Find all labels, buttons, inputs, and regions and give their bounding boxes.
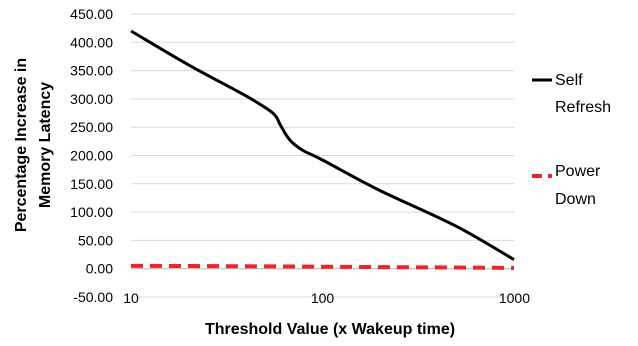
y-tick-label: 300.00 xyxy=(70,91,113,107)
y-tick-label: 50.00 xyxy=(78,232,113,248)
y-tick-label: 150.00 xyxy=(70,176,113,192)
y-tick-label: 100.00 xyxy=(70,204,113,220)
y-tick-label: 350.00 xyxy=(70,63,113,79)
y-tick-label: 250.00 xyxy=(70,119,113,135)
y-tick-label: 450.00 xyxy=(70,6,113,22)
gridlines xyxy=(131,13,514,298)
y-tick-label: 200.00 xyxy=(70,148,113,164)
y-tick-label: 400.00 xyxy=(70,34,113,50)
x-tick-label: 10 xyxy=(123,290,139,306)
series-line-self-refresh xyxy=(130,29,515,261)
y-tick-label: -50.00 xyxy=(73,289,113,305)
y-axis-title-line-2: Memory Latency xyxy=(37,82,54,208)
legend-label-power-down-line-1: Power xyxy=(555,163,601,180)
y-tick-label: 0.00 xyxy=(86,261,113,277)
legend-label-power-down-line-2: Down xyxy=(555,191,596,208)
legend: Self Refresh Power Down xyxy=(532,72,611,208)
tick-labels: 450.00 400.00 350.00 300.00 250.00 200.00 150.… xyxy=(70,6,530,306)
y-axis-title-line-1: Percentage Increase in xyxy=(13,58,30,232)
series-line-power-down xyxy=(130,263,515,270)
x-tick-label: 100 xyxy=(311,290,335,306)
x-tick-label: 1000 xyxy=(499,290,530,306)
x-axis-title: Threshold Value (x Wakeup time) xyxy=(205,321,455,338)
series-lines xyxy=(130,29,515,270)
legend-label-self-refresh-line-1: Self xyxy=(555,72,583,89)
legend-label-self-refresh-line-2: Refresh xyxy=(555,99,611,116)
